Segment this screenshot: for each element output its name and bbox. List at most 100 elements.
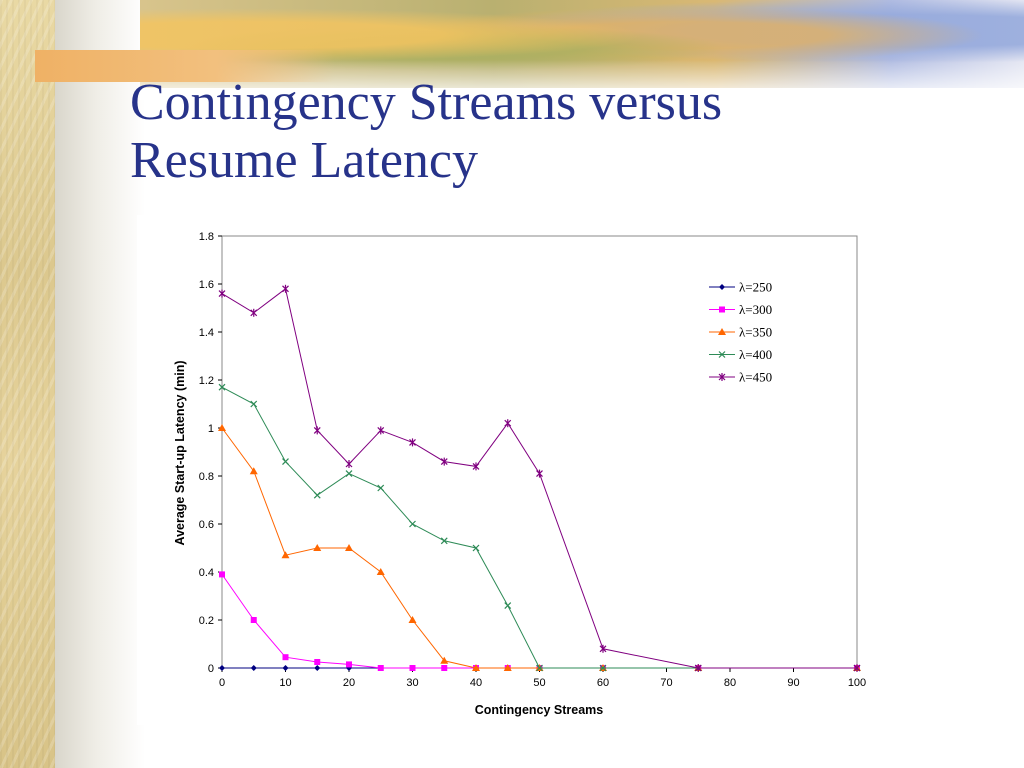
legend-label: λ=250 — [739, 280, 772, 295]
legend-entry: λ=400 — [709, 347, 772, 362]
data-point — [599, 644, 607, 653]
y-tick-label: 1.2 — [199, 375, 214, 387]
x-axis-label: Contingency Streams — [475, 703, 604, 717]
legend-entry: λ=250 — [709, 280, 772, 295]
series-5 — [218, 284, 861, 672]
data-point — [313, 426, 321, 435]
chart-series — [218, 284, 861, 672]
x-tick-label: 80 — [724, 677, 736, 689]
data-point — [409, 665, 416, 671]
data-point — [250, 308, 258, 317]
data-point — [599, 664, 607, 672]
left-shadow-gradient — [55, 0, 145, 768]
x-tick-label: 70 — [660, 677, 672, 689]
data-point — [250, 400, 258, 408]
y-tick-label: 0.8 — [199, 471, 214, 483]
data-point — [694, 664, 702, 672]
data-point — [718, 373, 726, 381]
data-point — [440, 656, 449, 664]
y-tick-label: 1.6 — [199, 279, 214, 291]
data-point — [218, 383, 226, 391]
legend-entry: λ=450 — [709, 370, 772, 385]
data-point — [409, 438, 416, 447]
y-tick-label: 1.8 — [199, 231, 214, 243]
data-point — [249, 467, 258, 475]
y-axis-label: Average Start-up Latency (min) — [173, 361, 187, 546]
x-tick-label: 40 — [470, 677, 482, 689]
data-point — [504, 419, 512, 428]
data-point — [536, 664, 543, 672]
y-tick-label: 1 — [208, 423, 214, 435]
data-point — [536, 469, 543, 478]
data-point — [250, 617, 257, 623]
data-point — [219, 665, 225, 671]
data-point — [219, 571, 225, 578]
data-point — [218, 289, 226, 298]
x-tick-label: 0 — [219, 677, 225, 689]
data-point — [441, 665, 448, 671]
data-point — [377, 426, 385, 435]
data-point — [719, 284, 725, 290]
data-point — [719, 306, 725, 313]
data-point — [314, 659, 321, 665]
data-point — [282, 458, 289, 466]
data-point — [345, 470, 353, 478]
data-point — [313, 544, 322, 551]
textured-left-strip — [0, 0, 55, 768]
slide-title-line1: Contingency Streams versus — [130, 74, 723, 131]
data-point — [250, 665, 257, 671]
x-tick-label: 50 — [533, 677, 545, 689]
chart-axes: 0 0.2 0.4 0.6 0.8 1 1.2 1.4 1.6 1.8 0 10 20 30 40 50 60 7… — [199, 231, 866, 689]
legend-entry: λ=350 — [709, 325, 772, 340]
data-point — [440, 537, 448, 545]
slide-title-line2: Resume Latency — [130, 132, 478, 189]
data-point — [472, 664, 480, 671]
data-point — [504, 602, 512, 610]
data-point — [472, 462, 480, 471]
data-point — [281, 551, 290, 559]
series-line — [221, 386, 857, 669]
data-point — [314, 665, 321, 671]
data-point — [313, 491, 321, 499]
data-point — [409, 520, 416, 528]
x-tick-label: 10 — [279, 677, 291, 689]
chart-legend: λ=250 λ=300 λ=350 λ=400 λ=450 — [709, 280, 772, 385]
data-point — [218, 424, 226, 431]
data-point — [282, 654, 289, 661]
x-tick-label: 60 — [597, 677, 609, 689]
data-point — [718, 328, 726, 335]
y-tick-label: 0.6 — [199, 519, 214, 531]
data-point — [376, 568, 385, 575]
data-point — [718, 351, 726, 358]
y-tick-label: 0.2 — [199, 615, 214, 627]
legend-label: λ=400 — [739, 347, 772, 362]
legend-label: λ=300 — [739, 302, 772, 317]
plot-area — [221, 235, 858, 669]
legend-label: λ=450 — [739, 370, 772, 385]
y-tick-label: 0 — [208, 663, 214, 675]
data-point — [503, 664, 512, 671]
orange-accent-bar — [35, 50, 335, 82]
data-point — [440, 457, 448, 466]
data-point — [377, 665, 384, 671]
series-line — [221, 287, 857, 669]
line-chart: 0 0.2 0.4 0.6 0.8 1 1.2 1.4 1.6 1.8 0 10 20 30 40 50 60 7… — [173, 231, 866, 717]
y-tick-label: 1.4 — [199, 327, 214, 339]
y-tick-label: 0.4 — [199, 567, 214, 579]
data-point — [472, 544, 480, 552]
data-point — [377, 484, 385, 492]
data-point — [853, 664, 861, 672]
legend-label: λ=350 — [739, 325, 772, 340]
x-tick-label: 90 — [787, 677, 799, 689]
data-point — [345, 544, 353, 551]
x-tick-label: 30 — [406, 677, 418, 689]
legend-entry: λ=300 — [709, 302, 772, 317]
data-point — [346, 661, 352, 668]
data-point — [282, 665, 289, 671]
x-tick-label: 20 — [343, 677, 355, 689]
slide-title: Contingency Streams versus Resume Latenc… — [130, 74, 990, 190]
data-point — [345, 460, 353, 468]
x-tick-label: 100 — [848, 677, 866, 689]
data-point — [408, 616, 417, 623]
